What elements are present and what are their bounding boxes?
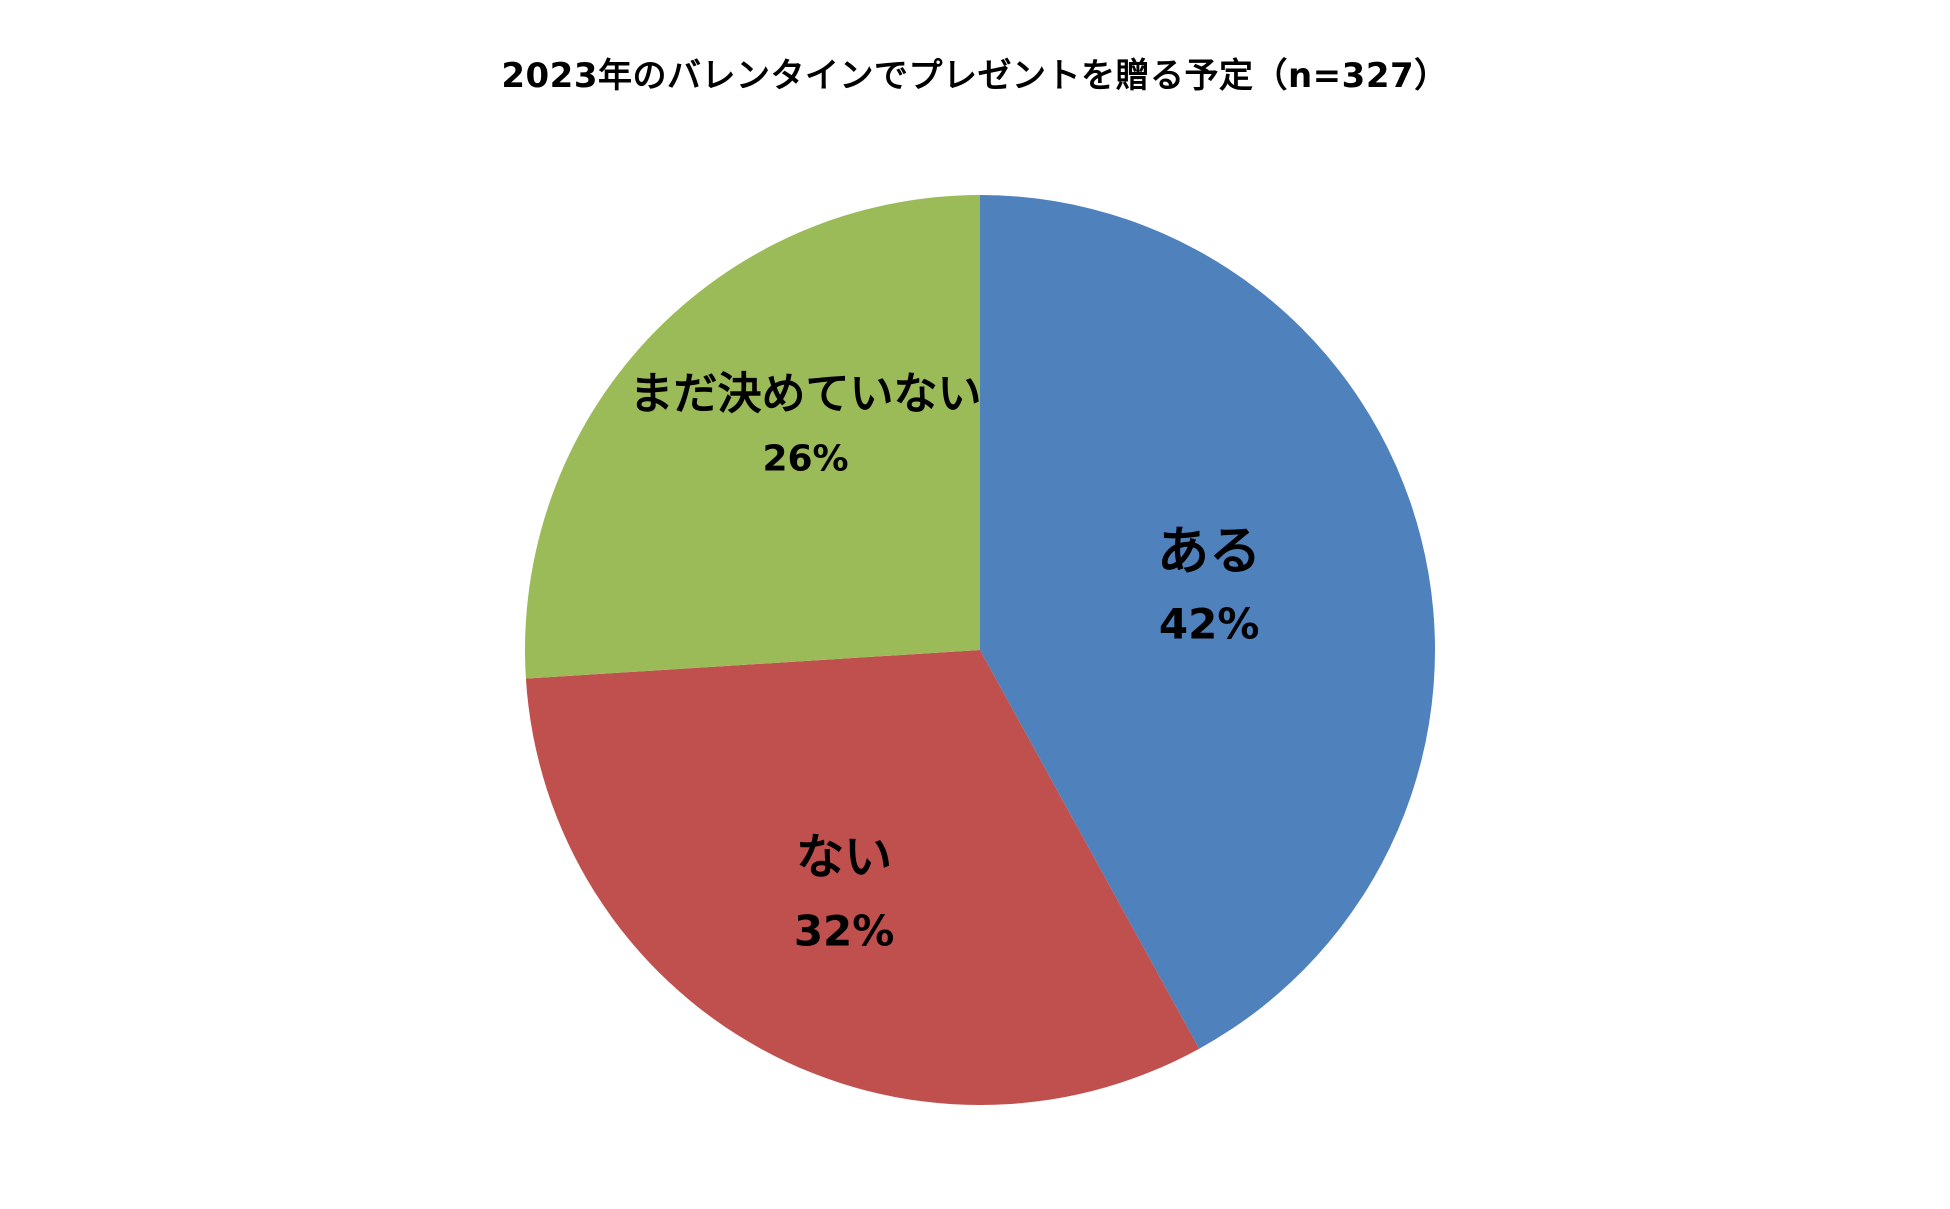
pie-slice-3 (525, 195, 980, 679)
chart-title: 2023年のバレンタインでプレゼントを贈る予定（n=327） (501, 56, 1449, 96)
slice-label-2: ない (796, 829, 892, 885)
slice-value-1: 42% (1159, 600, 1260, 649)
slice-label-3: まだ決めていない (630, 368, 982, 419)
slice-value-2: 32% (794, 907, 895, 956)
pie-slices (525, 195, 1435, 1105)
pie-labels: ある 42% ない 32% まだ決めていない 26% (630, 368, 1262, 955)
slice-value-3: 26% (762, 438, 848, 479)
slice-label-1: ある (1157, 522, 1261, 582)
pie-slice-1 (980, 195, 1435, 1049)
pie-slice-2 (525, 650, 1200, 1105)
